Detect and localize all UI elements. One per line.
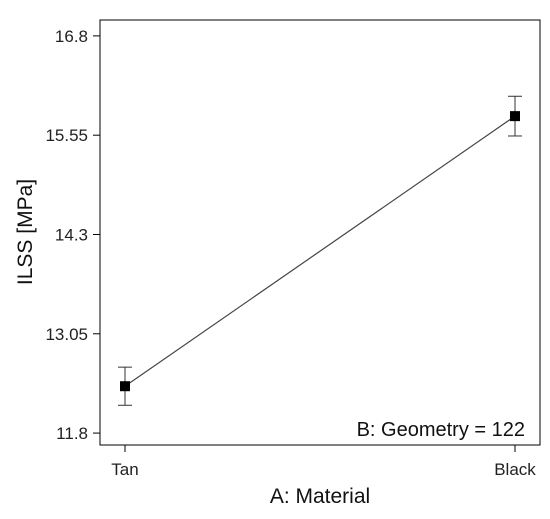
x-tick-label: Tan [111,460,138,479]
series-line [124,115,516,387]
x-tick-label: Black [494,460,536,479]
y-tick-label: 14.3 [55,225,88,244]
x-axis: Tan Black [111,445,536,479]
plot-frame [99,19,541,446]
y-tick-label: 13.05 [45,325,88,344]
y-tick-label: 15.55 [45,126,88,145]
y-tick-label: 16.8 [55,27,88,46]
data-point [510,111,520,122]
y-axis-title: ILSS [MPa] [14,179,37,285]
y-tick-label: 11.8 [56,424,88,443]
geometry-annotation: B: Geometry = 122 [357,419,525,441]
data-point [120,381,130,392]
x-axis-title: A: Material [270,485,370,508]
series-layer [118,95,522,406]
y-axis: 11.8 13.05 14.3 15.55 16.8 [45,27,100,443]
